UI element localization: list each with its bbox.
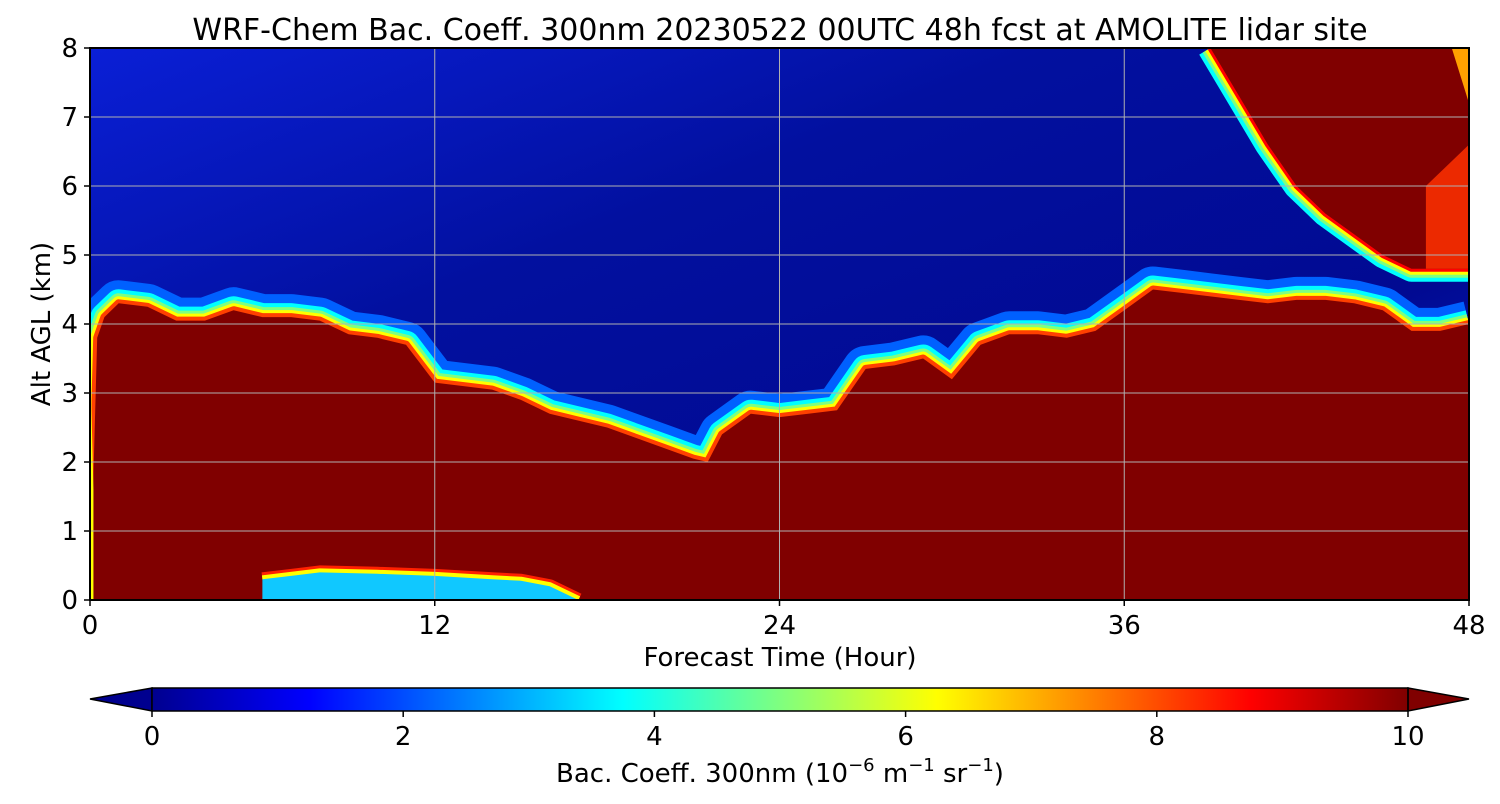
surface-pocket-region: [262, 572, 579, 600]
y-tick-label: 7: [61, 103, 78, 133]
colorbar-under-triangle: [89, 687, 153, 712]
colorbar-tick-label: 6: [897, 722, 914, 752]
x-tick-label: 24: [763, 611, 796, 641]
plume-corner-patch: [1451, 48, 1469, 104]
y-tick-label: 4: [61, 310, 78, 340]
x-tick-label: 0: [82, 611, 99, 641]
upper-plume-region: [1210, 48, 1469, 269]
plume-gradient-patch: [1425, 144, 1469, 269]
x-axis-label: Forecast Time (Hour): [643, 643, 916, 673]
y-tick-label: 3: [61, 379, 78, 409]
y-axis-label: Alt AGL (km): [27, 242, 57, 406]
x-tick-label: 48: [1452, 611, 1485, 641]
colorbar-ticks: 0 2 4 6 8 10: [144, 711, 1425, 752]
y-axis-ticks: 0 1 2 3 4 5 6 7 8: [61, 34, 90, 616]
y-tick-label: 5: [61, 241, 78, 271]
chart-title: WRF-Chem Bac. Coeff. 300nm 20230522 00UT…: [192, 13, 1367, 48]
colorbar-tick-label: 2: [395, 722, 412, 752]
colorbar-tick-label: 4: [646, 722, 663, 752]
x-tick-label: 36: [1108, 611, 1141, 641]
y-tick-label: 2: [61, 448, 78, 478]
x-axis-ticks: 0 12 24 36 48: [82, 600, 1486, 641]
colorbar-frame: [151, 687, 1409, 712]
colorbar-label: Bac. Coeff. 300nm (10−6 m−1 sr−1): [556, 755, 1004, 789]
colorbar-over-triangle: [1407, 687, 1470, 712]
x-tick-label: 12: [418, 611, 451, 641]
colorbar: 0 2 4 6 8 10 Bac. Coeff. 300nm (10−6 m−1 sr−1…: [89, 687, 1470, 789]
colorbar-tick-label: 0: [144, 722, 161, 752]
y-tick-label: 1: [61, 517, 78, 547]
y-tick-label: 8: [61, 34, 78, 64]
colorbar-gradient: [152, 688, 1408, 711]
colorbar-tick-label: 8: [1149, 722, 1166, 752]
y-tick-label: 6: [61, 172, 78, 202]
y-tick-label: 0: [61, 586, 78, 616]
colorbar-tick-label: 10: [1391, 722, 1424, 752]
